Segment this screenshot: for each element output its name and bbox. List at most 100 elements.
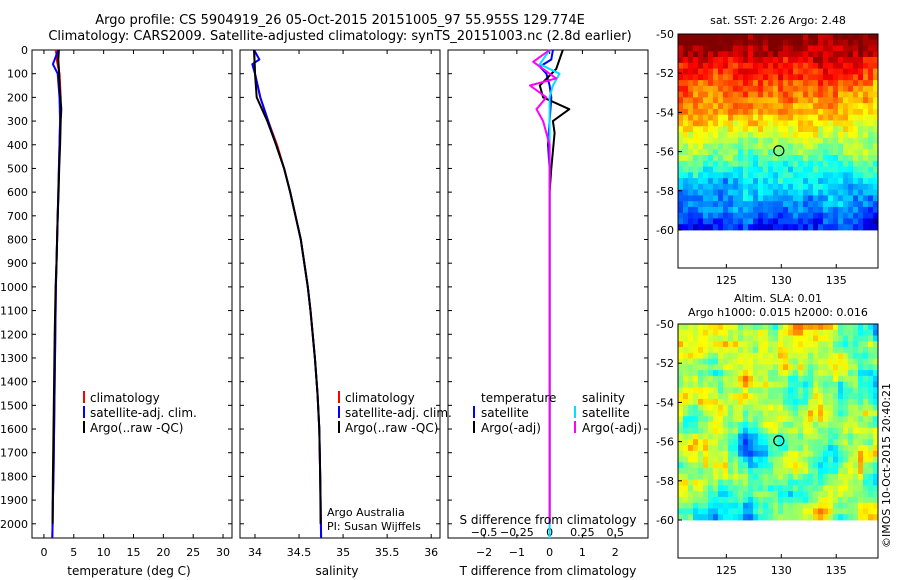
map-cell <box>873 358 879 365</box>
map-cell <box>808 456 814 463</box>
map-cell <box>728 126 734 133</box>
map-cell <box>858 85 864 93</box>
map-cell <box>718 427 724 434</box>
map-cell <box>853 439 859 446</box>
map-cell <box>738 387 744 394</box>
map-cell <box>833 126 839 133</box>
map-cell <box>788 393 794 400</box>
map-cell <box>688 496 694 504</box>
map-cell <box>873 445 879 452</box>
map-cell <box>768 450 774 457</box>
map-cell <box>808 189 814 196</box>
map-cell <box>708 324 714 331</box>
map-cell <box>863 462 869 469</box>
map-cell <box>743 433 749 440</box>
map-cell <box>783 126 789 133</box>
map-cell <box>703 502 709 509</box>
map-cell <box>783 422 789 429</box>
map-cell <box>723 358 729 365</box>
map-cell <box>723 85 729 93</box>
map-cell <box>728 108 734 116</box>
map-cell <box>783 324 789 331</box>
map-cell <box>758 183 764 191</box>
map-cell <box>843 514 849 521</box>
map-cell <box>868 502 874 509</box>
map-cell <box>683 358 689 365</box>
map-cell <box>783 352 789 359</box>
map-cell <box>838 462 844 469</box>
map-cell <box>703 195 709 202</box>
map-cell <box>723 166 729 173</box>
map-cell <box>823 160 829 167</box>
map-cell <box>793 502 799 509</box>
map-cell <box>823 126 829 133</box>
map-cell <box>863 398 869 406</box>
map-cell <box>838 416 844 423</box>
map-cell <box>703 120 709 127</box>
salinity-panel <box>239 49 441 539</box>
map-cell <box>848 473 854 481</box>
map-cell <box>718 62 724 69</box>
map-cell <box>863 183 869 191</box>
map-cell <box>698 341 704 348</box>
map-cell <box>763 57 769 64</box>
map-cell <box>863 508 869 515</box>
map-cell <box>763 398 769 406</box>
map-cell <box>783 143 789 150</box>
map-cell <box>763 143 769 150</box>
map-cell <box>778 387 784 394</box>
depth-tick-label: 200 <box>7 91 28 104</box>
map-cell <box>738 445 744 452</box>
map-cell <box>723 456 729 463</box>
map-cell <box>713 473 719 481</box>
map-cell <box>718 416 724 423</box>
map-cell <box>828 97 834 104</box>
map-cell <box>773 166 779 173</box>
map-cell <box>693 132 699 139</box>
map-cell <box>783 439 789 446</box>
map-cell <box>803 166 809 173</box>
map-cell <box>758 496 764 504</box>
series-line-argo <box>253 49 322 524</box>
map-cell <box>683 347 689 354</box>
map-cell <box>823 468 829 475</box>
map-cell <box>763 410 769 417</box>
map-cell <box>708 57 714 64</box>
map-cell <box>748 80 754 87</box>
map-cell <box>703 155 709 162</box>
map-cell <box>853 206 859 214</box>
map-cell <box>698 352 704 359</box>
map-cell <box>718 91 724 98</box>
map-cell <box>863 97 869 104</box>
map-cell <box>778 479 784 486</box>
map-cell <box>803 68 809 75</box>
map-cell <box>703 160 709 167</box>
map-cell <box>693 51 699 58</box>
map-cell <box>738 439 744 446</box>
map-cell <box>678 74 684 81</box>
map-cell <box>778 201 784 208</box>
map-cell <box>848 85 854 93</box>
map-cell <box>708 375 714 383</box>
map-cell <box>763 183 769 191</box>
map-cell <box>768 45 774 52</box>
map-cell <box>763 39 769 46</box>
map-cell <box>783 398 789 406</box>
map-cell <box>793 126 799 133</box>
map-cell <box>678 427 684 434</box>
map-cell <box>683 149 689 156</box>
map-cell <box>843 370 849 377</box>
map-cell <box>703 132 709 139</box>
x-tick-label: 36 <box>424 546 438 559</box>
map-cell <box>828 404 834 411</box>
map-cell <box>733 335 739 342</box>
map-cell <box>778 462 784 469</box>
map-cell <box>753 143 759 150</box>
map-cell <box>733 491 739 498</box>
map-cell <box>693 341 699 348</box>
map-cell <box>848 132 854 139</box>
map-cell <box>698 514 704 521</box>
map-cell <box>793 508 799 515</box>
map-cell <box>833 387 839 394</box>
map-cell <box>873 132 879 139</box>
